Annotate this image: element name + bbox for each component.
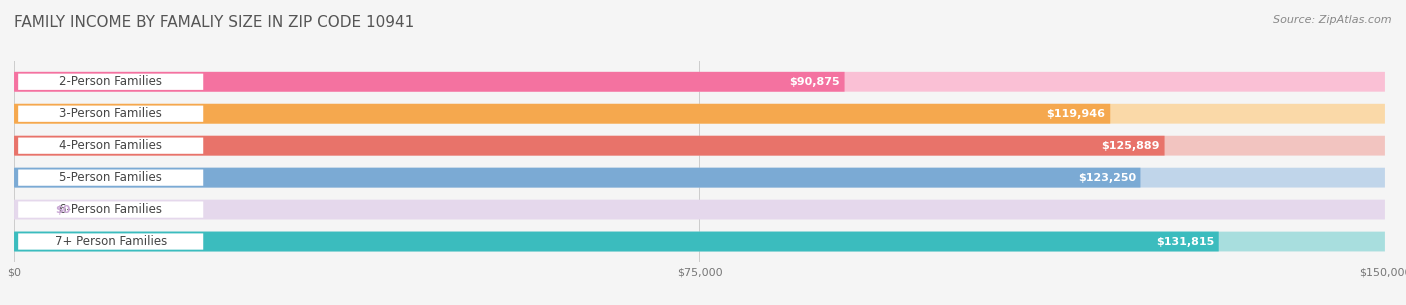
Text: 5-Person Families: 5-Person Families — [59, 171, 162, 184]
Text: FAMILY INCOME BY FAMALIY SIZE IN ZIP CODE 10941: FAMILY INCOME BY FAMALIY SIZE IN ZIP COD… — [14, 15, 415, 30]
FancyBboxPatch shape — [14, 168, 1385, 188]
FancyBboxPatch shape — [14, 136, 1164, 156]
Text: $131,815: $131,815 — [1156, 237, 1215, 246]
FancyBboxPatch shape — [14, 200, 1385, 220]
FancyBboxPatch shape — [14, 168, 1140, 188]
FancyBboxPatch shape — [14, 231, 1385, 251]
FancyBboxPatch shape — [14, 72, 845, 92]
FancyBboxPatch shape — [14, 231, 1219, 251]
FancyBboxPatch shape — [18, 170, 204, 186]
FancyBboxPatch shape — [18, 106, 204, 122]
FancyBboxPatch shape — [14, 72, 1385, 92]
Text: $125,889: $125,889 — [1101, 141, 1160, 151]
Text: $119,946: $119,946 — [1046, 109, 1105, 119]
Text: 3-Person Families: 3-Person Families — [59, 107, 162, 120]
FancyBboxPatch shape — [18, 74, 204, 90]
FancyBboxPatch shape — [18, 138, 204, 154]
Text: Source: ZipAtlas.com: Source: ZipAtlas.com — [1274, 15, 1392, 25]
Text: $90,875: $90,875 — [789, 77, 839, 87]
Text: 7+ Person Families: 7+ Person Families — [55, 235, 167, 248]
Text: 2-Person Families: 2-Person Families — [59, 75, 162, 88]
FancyBboxPatch shape — [14, 104, 1111, 124]
Text: $0: $0 — [55, 205, 70, 215]
FancyBboxPatch shape — [14, 104, 1385, 124]
Text: $123,250: $123,250 — [1078, 173, 1136, 183]
FancyBboxPatch shape — [18, 202, 204, 218]
FancyBboxPatch shape — [14, 136, 1385, 156]
Text: 4-Person Families: 4-Person Families — [59, 139, 162, 152]
Text: 6-Person Families: 6-Person Families — [59, 203, 162, 216]
FancyBboxPatch shape — [18, 233, 204, 250]
